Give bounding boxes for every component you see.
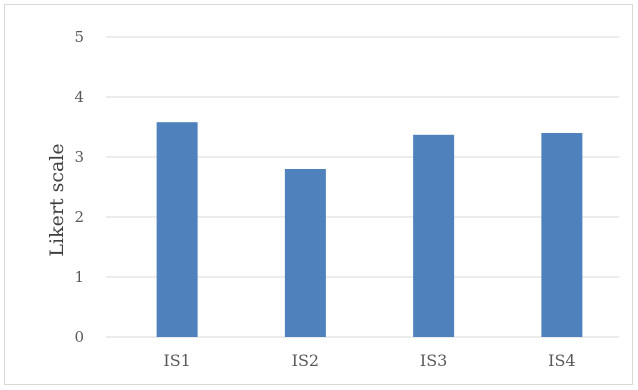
y-axis-label: Likert scale bbox=[46, 143, 68, 256]
bar-is2 bbox=[284, 169, 326, 337]
x-tick-label-is4: IS4 bbox=[548, 351, 575, 370]
bar-is3 bbox=[413, 134, 455, 337]
x-tick-label-is3: IS3 bbox=[420, 351, 447, 370]
y-tick-labels: 0 1 2 3 4 5 bbox=[74, 28, 84, 346]
x-tick-label-is2: IS2 bbox=[292, 351, 319, 370]
y-tick-label: 3 bbox=[74, 148, 84, 166]
x-tick-label-is1: IS1 bbox=[163, 351, 190, 370]
y-tick-label: 0 bbox=[74, 328, 84, 346]
y-tick-label: 2 bbox=[74, 208, 84, 226]
y-tick-label: 1 bbox=[74, 268, 84, 286]
bar-is1 bbox=[156, 122, 198, 337]
y-tick-label: 5 bbox=[74, 28, 84, 46]
x-tick-labels: IS1 IS2 IS3 IS4 bbox=[163, 351, 575, 370]
bars bbox=[156, 122, 583, 337]
y-tick-label: 4 bbox=[74, 88, 84, 106]
bar-is4 bbox=[541, 133, 583, 337]
